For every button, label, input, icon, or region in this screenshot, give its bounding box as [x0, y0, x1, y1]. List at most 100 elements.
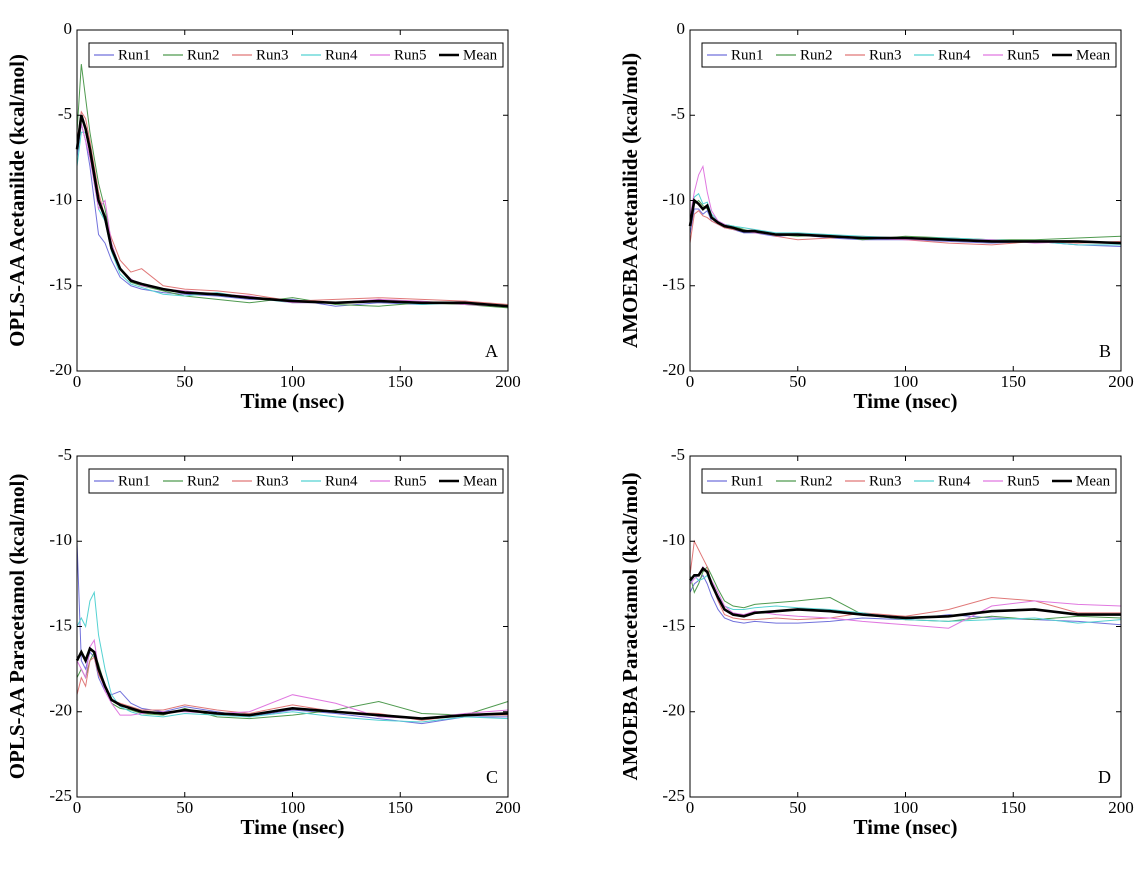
y-tick-label: -20 — [49, 360, 72, 379]
x-tick-label: 200 — [495, 372, 521, 391]
legend-label: Run2 — [187, 47, 220, 63]
legend-label: Run5 — [394, 47, 427, 63]
legend-box — [88, 42, 504, 68]
series-line — [76, 64, 509, 309]
series-line — [76, 131, 509, 307]
y-tick-label: 0 — [677, 19, 686, 38]
series-line — [75, 646, 509, 720]
legend-label: Run3 — [256, 47, 289, 63]
legend-label: Run1 — [731, 473, 764, 489]
legend-label: Mean — [1076, 47, 1111, 63]
y-tick-label: -15 — [49, 275, 72, 294]
x-tick-label: 0 — [686, 798, 695, 817]
x-tick-label: 200 — [1108, 798, 1134, 817]
legend-label: Run1 — [118, 47, 151, 63]
panel-letter: C — [486, 767, 498, 787]
x-tick-label: 200 — [495, 798, 521, 817]
legend-label: Run4 — [325, 473, 358, 489]
y-tick-label: -25 — [49, 786, 72, 805]
legend-label: Run4 — [325, 47, 358, 63]
legend-box — [88, 468, 504, 494]
series-line — [689, 199, 1122, 241]
series-line — [689, 539, 1121, 621]
y-axis-label: AMOEBA Paracetamol (kcal/mol) — [618, 473, 642, 781]
series-line — [689, 566, 1121, 620]
y-tick-label: -10 — [662, 530, 685, 549]
x-tick-label: 0 — [73, 372, 82, 391]
x-tick-label: 150 — [1001, 372, 1027, 391]
y-tick-label: -15 — [662, 615, 685, 634]
legend-label: Run5 — [1007, 47, 1040, 63]
y-tick-label: -10 — [662, 189, 685, 208]
legend-label: Run2 — [187, 473, 220, 489]
panel-letter: B — [1099, 341, 1111, 361]
x-tick-label: 50 — [176, 798, 193, 817]
y-tick-label: -5 — [58, 104, 72, 123]
legend-label: Run3 — [869, 47, 902, 63]
panel: 0 50 100 150 200 -25 -20 -15 -10 -5 Time (nsec) OPL… — [5, 445, 521, 839]
series-line — [76, 541, 508, 725]
panel: 0 50 100 150 200 -20 -15 -10 -5 0 Time (nsec) OPLS-… — [5, 19, 521, 413]
legend-box — [701, 468, 1117, 494]
plot-frame — [76, 455, 509, 798]
y-tick-label: -25 — [662, 786, 685, 805]
legend-box — [701, 42, 1117, 68]
series-line — [689, 192, 1121, 246]
y-tick-label: -20 — [662, 701, 685, 720]
x-axis-label: Time (nsec) — [853, 389, 957, 413]
series-line — [688, 198, 1122, 245]
series-line — [76, 590, 509, 723]
plot-frame — [689, 455, 1122, 798]
x-tick-label: 50 — [789, 372, 806, 391]
x-tick-label: 100 — [893, 372, 919, 391]
x-axis-label: Time (nsec) — [240, 815, 344, 839]
y-tick-label: -5 — [671, 104, 685, 123]
y-axis-label: AMOEBA Acetanilide (kcal/mol) — [618, 53, 642, 348]
legend-label: Run2 — [800, 473, 833, 489]
y-tick-label: -5 — [58, 445, 72, 464]
legend-label: Run5 — [394, 473, 427, 489]
series-line — [76, 123, 509, 307]
y-tick-label: -15 — [49, 615, 72, 634]
series-line — [689, 574, 1122, 624]
x-tick-label: 100 — [280, 372, 306, 391]
x-tick-label: 150 — [1001, 798, 1027, 817]
x-tick-label: 100 — [893, 798, 919, 817]
legend-label: Run4 — [938, 473, 971, 489]
legend-label: Run3 — [869, 473, 902, 489]
y-tick-label: -20 — [49, 701, 72, 720]
y-tick-label: -5 — [671, 445, 685, 464]
x-tick-label: 0 — [73, 798, 82, 817]
legend-label: Run2 — [800, 47, 833, 63]
x-tick-label: 50 — [176, 372, 193, 391]
panel-letter: D — [1098, 767, 1111, 787]
legend-label: Mean — [1076, 473, 1111, 489]
x-tick-label: 200 — [1108, 372, 1134, 391]
y-tick-label: -10 — [49, 189, 72, 208]
legend-label: Run3 — [256, 473, 289, 489]
legend-label: Mean — [463, 473, 498, 489]
legend-label: Run1 — [731, 47, 764, 63]
x-tick-label: 50 — [789, 798, 806, 817]
x-tick-label: 150 — [388, 798, 414, 817]
legend-label: Mean — [463, 47, 498, 63]
y-axis-label: OPLS-AA Acetanilide (kcal/mol) — [5, 54, 29, 347]
y-tick-label: -15 — [662, 275, 685, 294]
y-tick-label: -20 — [662, 360, 685, 379]
y-tick-label: -10 — [49, 530, 72, 549]
x-tick-label: 150 — [388, 372, 414, 391]
x-axis-label: Time (nsec) — [853, 815, 957, 839]
series-line — [76, 123, 509, 307]
x-tick-label: 0 — [686, 372, 695, 391]
legend-label: Run5 — [1007, 473, 1040, 489]
y-axis-label: OPLS-AA Paracetamol (kcal/mol) — [5, 474, 29, 780]
y-tick-label: 0 — [64, 19, 73, 38]
panel: 0 50 100 150 200 -25 -20 -15 -10 -5 Time (nsec) AMO… — [618, 445, 1134, 839]
legend-label: Run4 — [938, 47, 971, 63]
x-axis-label: Time (nsec) — [240, 389, 344, 413]
panel-letter: A — [485, 341, 498, 361]
plot-frame — [76, 29, 509, 372]
plot-frame — [689, 29, 1122, 372]
series-line — [76, 638, 509, 720]
